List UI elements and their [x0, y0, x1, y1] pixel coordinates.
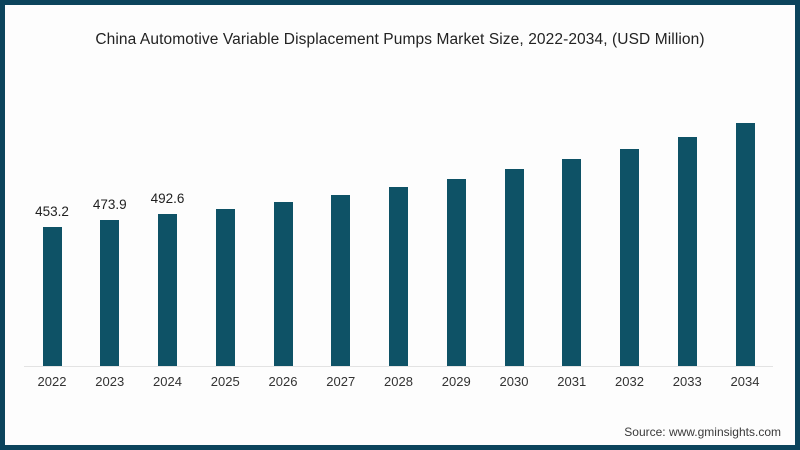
x-tick-label: 2028 — [384, 374, 413, 389]
bar-column — [371, 179, 427, 366]
x-tick-label: 2024 — [153, 374, 182, 389]
bar — [389, 186, 408, 366]
bar-column — [486, 161, 542, 366]
x-tick-label: 2033 — [672, 374, 702, 389]
x-axis-tick-row: 2022 2023 2024 2025 2026 2027 2028 2029 2030 2031… — [24, 374, 773, 389]
x-tick-label: 2030 — [499, 374, 529, 389]
x-tick-label: 2034 — [730, 374, 760, 389]
bar-value-label: 453.2 — [35, 203, 69, 219]
bar-column: 473.9 — [82, 197, 138, 366]
x-tick-label: 2032 — [615, 374, 644, 389]
bar — [677, 137, 697, 366]
bar — [504, 169, 524, 366]
bar-column — [544, 151, 600, 366]
bar — [273, 202, 293, 366]
bar-column: 492.6 — [140, 191, 196, 366]
x-tick-label: 2022 — [37, 374, 67, 389]
x-tick-label: 2031 — [557, 374, 587, 389]
bar-value-label: 492.6 — [150, 191, 185, 207]
plot-area: 453.2 473.9 492.6 — [24, 82, 773, 367]
x-tick-label: 2026 — [268, 374, 298, 389]
bar-value-label: 473.9 — [92, 197, 127, 213]
bar-column — [313, 187, 369, 366]
bar — [42, 226, 62, 366]
bar-column — [602, 141, 658, 366]
x-tick-label: 2023 — [95, 374, 125, 389]
bar-column: 453.2 — [24, 203, 80, 366]
x-tick-label: 2027 — [326, 374, 356, 389]
bar — [562, 159, 582, 366]
bar-column — [428, 171, 484, 366]
source-credit: Source: www.gminsights.com — [624, 425, 781, 439]
bar — [735, 122, 755, 366]
bar — [446, 178, 466, 366]
bar — [100, 220, 120, 366]
x-tick-label: 2029 — [441, 374, 471, 389]
bar-column — [197, 201, 253, 366]
x-tick-label: 2025 — [210, 374, 240, 389]
bar — [620, 148, 639, 366]
bar-column — [255, 194, 311, 366]
bar — [158, 214, 177, 366]
bar-column — [659, 129, 715, 366]
bar — [215, 209, 235, 366]
bar — [331, 194, 351, 366]
bar-column — [717, 115, 773, 366]
chart-title: China Automotive Variable Displacement P… — [95, 31, 705, 48]
